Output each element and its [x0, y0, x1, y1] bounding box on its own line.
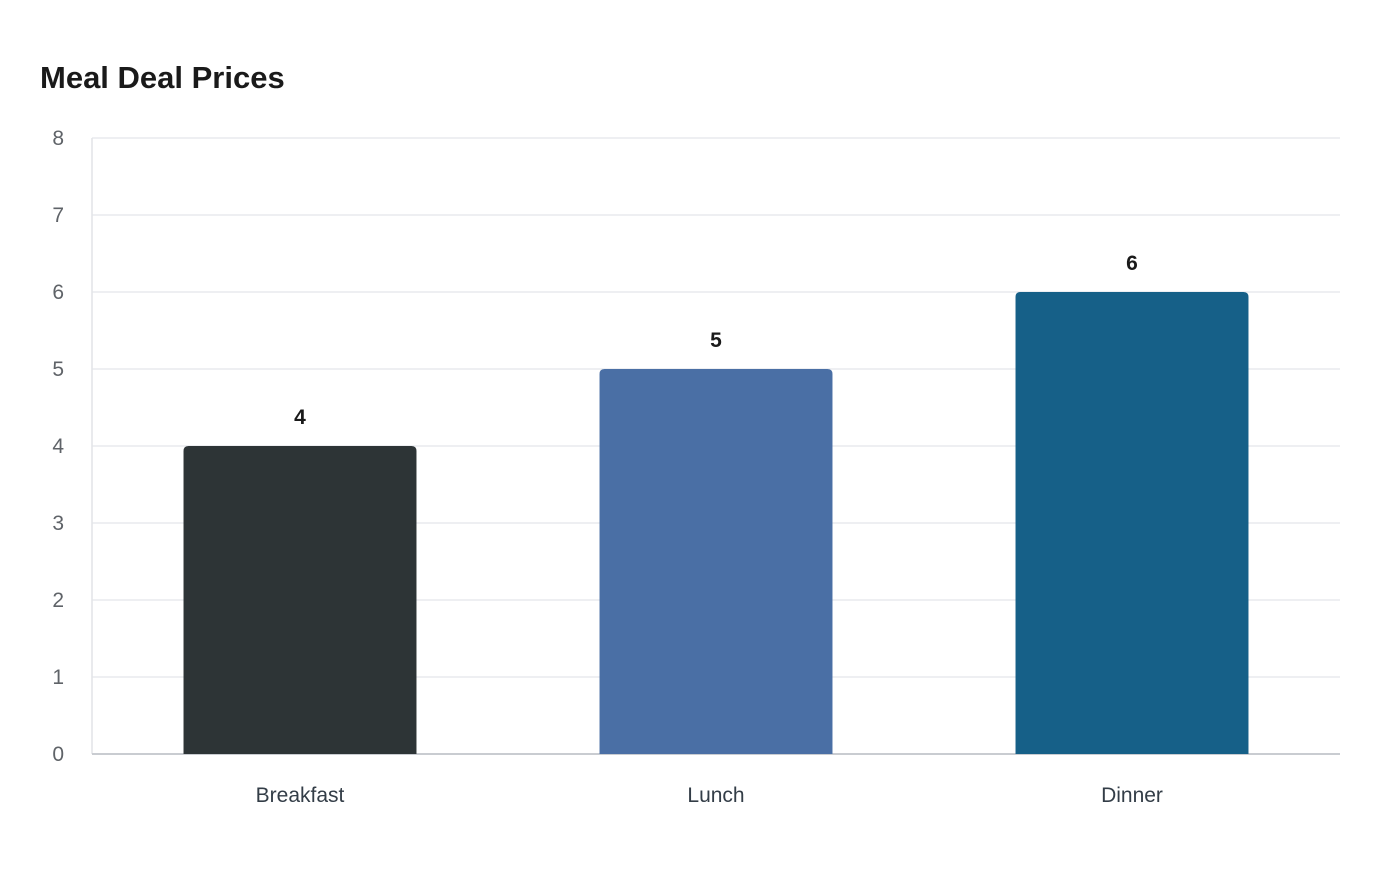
y-tick-label: 5: [52, 358, 64, 381]
data-label: 6: [1126, 252, 1138, 275]
y-tick-label: 3: [52, 512, 64, 535]
bar-dinner: [1015, 292, 1249, 754]
bar-breakfast: [183, 446, 417, 754]
y-tick-label: 8: [52, 127, 64, 150]
x-axis-ticks: Breakfast Lunch Dinner: [256, 784, 1163, 807]
y-axis-ticks: 0 1 2 3 4 5 6 7 8: [52, 127, 64, 766]
y-tick-label: 0: [52, 743, 64, 766]
y-tick-label: 4: [52, 435, 64, 458]
x-tick-label: Lunch: [687, 784, 744, 807]
y-tick-label: 6: [52, 281, 64, 304]
x-tick-label: Breakfast: [256, 784, 345, 807]
data-label: 5: [710, 329, 722, 352]
chart-title: Meal Deal Prices: [40, 60, 285, 95]
bar-lunch: [599, 369, 833, 754]
y-tick-label: 1: [52, 666, 64, 689]
data-label: 4: [294, 406, 306, 429]
bars: [183, 292, 1249, 754]
x-tick-label: Dinner: [1101, 784, 1163, 807]
data-labels: 4 5 6: [294, 252, 1138, 429]
y-tick-label: 7: [52, 204, 64, 227]
y-tick-label: 2: [52, 589, 64, 612]
